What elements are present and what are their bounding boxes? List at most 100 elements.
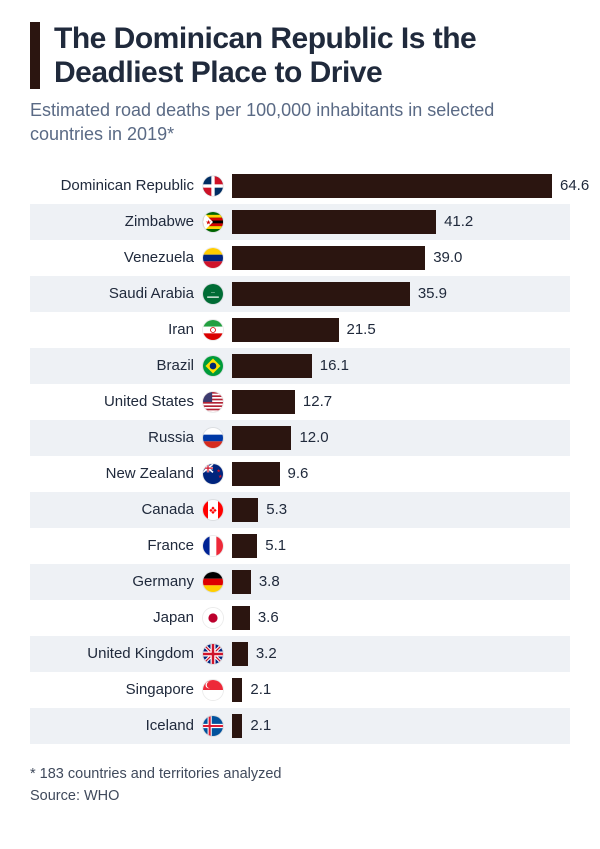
chart-row: New Zealand★★ 9.6: [30, 456, 570, 492]
bar: [232, 534, 257, 558]
country-label: Brazil: [30, 357, 202, 374]
chart-row: United Kingdom 3.2: [30, 636, 570, 672]
svg-text:★: ★: [218, 474, 223, 480]
us-flag-icon: [202, 391, 224, 413]
footnotes: * 183 countries and territories analyzed…: [30, 764, 570, 808]
value-label: 3.8: [259, 573, 280, 590]
country-label: Japan: [30, 609, 202, 626]
source-text: Source: WHO: [30, 786, 570, 808]
svg-text:❖: ❖: [209, 506, 218, 517]
title-block: The Dominican Republic Is the Deadliest …: [30, 22, 570, 89]
chart-row: Iceland 2.1: [30, 708, 570, 744]
value-label: 2.1: [250, 717, 271, 734]
ve-flag-icon: [202, 247, 224, 269]
value-label: 64.6: [560, 177, 589, 194]
bar: [232, 318, 339, 342]
value-label: 5.3: [266, 501, 287, 518]
bar-area: 41.2: [232, 204, 570, 240]
bar: [232, 210, 436, 234]
ir-flag-icon: [202, 319, 224, 341]
chart-row: Japan 3.6: [30, 600, 570, 636]
value-label: 2.1: [250, 681, 271, 698]
bar-area: 3.2: [232, 636, 570, 672]
country-label: Iran: [30, 321, 202, 338]
jp-flag-icon: [202, 607, 224, 629]
bar-area: 12.7: [232, 384, 570, 420]
chart-row: Brazil 16.1: [30, 348, 570, 384]
chart-row: Dominican Republic64.6: [30, 168, 570, 204]
bar-area: 3.8: [232, 564, 570, 600]
bar-area: 5.3: [232, 492, 570, 528]
chart-row: Iran 21.5: [30, 312, 570, 348]
bar-area: 39.0: [232, 240, 570, 276]
svg-text:ـــ: ـــ: [210, 289, 215, 294]
country-label: Venezuela: [30, 249, 202, 266]
country-label: United Kingdom: [30, 645, 202, 662]
bar-chart: Dominican Republic64.6 Zimbabwe ★ 41.2 Venez…: [30, 168, 570, 744]
bar-area: 9.6: [232, 456, 570, 492]
is-flag-icon: [202, 715, 224, 737]
chart-row: Venezuela 39.0: [30, 240, 570, 276]
country-label: Germany: [30, 573, 202, 590]
country-label: Zimbabwe: [30, 213, 202, 230]
chart-row: United States 12.7: [30, 384, 570, 420]
country-label: Iceland: [30, 717, 202, 734]
value-label: 9.6: [288, 465, 309, 482]
bar: [232, 570, 251, 594]
chart-row: France5.1: [30, 528, 570, 564]
bar: [232, 642, 248, 666]
sg-flag-icon: [202, 679, 224, 701]
bar: [232, 678, 242, 702]
chart-title: The Dominican Republic Is the Deadliest …: [54, 22, 570, 89]
bar: [232, 354, 312, 378]
ru-flag-icon: [202, 427, 224, 449]
value-label: 12.7: [303, 393, 332, 410]
country-label: Saudi Arabia: [30, 285, 202, 302]
value-label: 35.9: [418, 285, 447, 302]
value-label: 21.5: [347, 321, 376, 338]
bar: [232, 462, 280, 486]
bar: [232, 174, 552, 198]
bar: [232, 606, 250, 630]
ca-flag-icon: ❖: [202, 499, 224, 521]
gb-flag-icon: [202, 643, 224, 665]
country-label: Canada: [30, 501, 202, 518]
footnote-text: * 183 countries and territories analyzed: [30, 764, 570, 786]
bar-area: 64.6: [232, 168, 589, 204]
bar-area: 3.6: [232, 600, 570, 636]
chart-row: Zimbabwe ★ 41.2: [30, 204, 570, 240]
chart-row: Saudi Arabia ـــ 35.9: [30, 276, 570, 312]
country-label: Russia: [30, 429, 202, 446]
chart-subtitle: Estimated road deaths per 100,000 inhabi…: [30, 99, 570, 146]
bar-area: 2.1: [232, 708, 570, 744]
country-label: United States: [30, 393, 202, 410]
bar-area: 5.1: [232, 528, 570, 564]
bar-area: 21.5: [232, 312, 570, 348]
sa-flag-icon: ـــ: [202, 283, 224, 305]
bar: [232, 714, 242, 738]
title-accent-bar: [30, 22, 40, 89]
country-label: Singapore: [30, 681, 202, 698]
value-label: 41.2: [444, 213, 473, 230]
value-label: 5.1: [265, 537, 286, 554]
svg-text:★: ★: [206, 218, 212, 226]
chart-row: Canada ❖ 5.3: [30, 492, 570, 528]
fr-flag-icon: [202, 535, 224, 557]
chart-row: Russia12.0: [30, 420, 570, 456]
bar-area: 35.9: [232, 276, 570, 312]
value-label: 3.6: [258, 609, 279, 626]
bar: [232, 498, 258, 522]
value-label: 39.0: [433, 249, 462, 266]
do-flag-icon: [202, 175, 224, 197]
chart-row: Germany 3.8: [30, 564, 570, 600]
br-flag-icon: [202, 355, 224, 377]
bar-area: 16.1: [232, 348, 570, 384]
value-label: 16.1: [320, 357, 349, 374]
country-label: New Zealand: [30, 465, 202, 482]
bar: [232, 390, 295, 414]
chart-row: Singapore 2.1: [30, 672, 570, 708]
nz-flag-icon: ★★: [202, 463, 224, 485]
bar-area: 2.1: [232, 672, 570, 708]
bar: [232, 426, 291, 450]
zw-flag-icon: ★: [202, 211, 224, 233]
